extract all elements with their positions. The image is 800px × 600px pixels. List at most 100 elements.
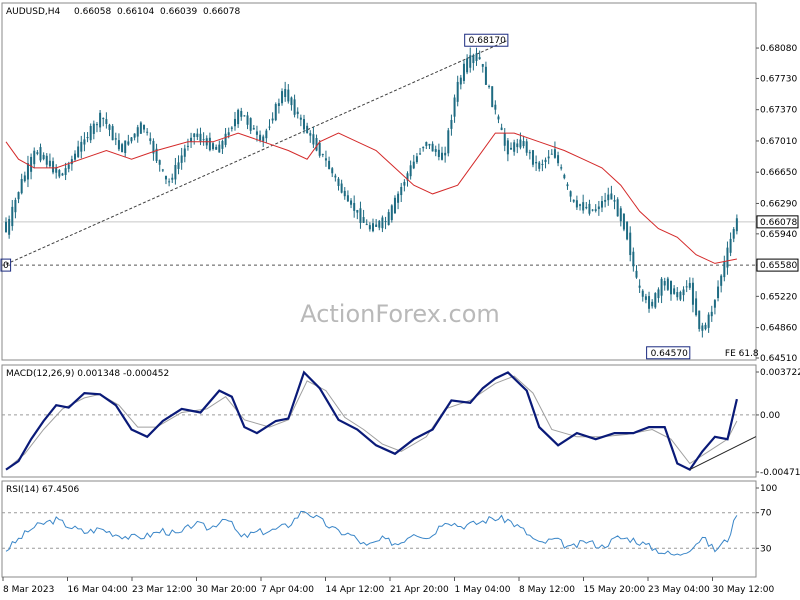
price-axis-tick-label: 0.67010 bbox=[760, 137, 797, 147]
candle-body bbox=[698, 310, 701, 329]
candle-body bbox=[328, 160, 331, 170]
candle-body bbox=[340, 183, 343, 193]
candle-body bbox=[331, 168, 334, 174]
ohlc-low: 0.66039 bbox=[160, 7, 197, 17]
candle-body bbox=[669, 281, 672, 295]
price-axis-tick-label: 0.67370 bbox=[760, 106, 797, 116]
candle-body bbox=[149, 138, 152, 141]
candle-body bbox=[343, 190, 346, 197]
candle-body bbox=[497, 116, 500, 120]
candle-body bbox=[629, 232, 632, 256]
candle-body bbox=[356, 209, 359, 213]
candle-body bbox=[243, 115, 246, 117]
candle-body bbox=[588, 203, 591, 214]
candle-body bbox=[575, 200, 578, 208]
macd-trendline bbox=[689, 436, 757, 471]
candle-body bbox=[324, 158, 327, 161]
candle-body bbox=[237, 109, 240, 125]
candle-body bbox=[525, 141, 528, 153]
candle-body bbox=[64, 168, 67, 175]
candle-body bbox=[193, 133, 196, 138]
candle-body bbox=[306, 125, 309, 134]
candle-body bbox=[271, 118, 274, 121]
candle-body bbox=[651, 301, 654, 307]
current-price-marker: 0.66078 bbox=[756, 215, 799, 229]
candle-body bbox=[14, 199, 17, 213]
candle-body bbox=[503, 133, 506, 146]
price-trendline bbox=[5, 39, 509, 265]
candle-body bbox=[218, 144, 221, 153]
candle-body bbox=[80, 141, 83, 152]
candle-body bbox=[83, 139, 86, 145]
price-annotation: 0.68170 bbox=[464, 33, 509, 47]
candle-body bbox=[252, 128, 255, 130]
candle-body bbox=[717, 286, 720, 299]
candle-body bbox=[299, 117, 302, 120]
candle-body bbox=[472, 55, 475, 64]
candle-body bbox=[393, 197, 396, 214]
candle-body bbox=[5, 221, 7, 233]
candle-body bbox=[287, 89, 290, 102]
candle-body bbox=[673, 288, 676, 294]
candle-body bbox=[720, 275, 723, 286]
candle-body bbox=[359, 208, 362, 223]
candle-body bbox=[45, 155, 48, 165]
candle-body bbox=[406, 173, 409, 181]
candle-body bbox=[174, 164, 177, 180]
candle-body bbox=[569, 191, 572, 197]
candle-body bbox=[572, 199, 575, 202]
candle-body bbox=[688, 283, 691, 288]
rsi-line bbox=[5, 510, 738, 556]
candle-body bbox=[566, 184, 569, 187]
candle-body bbox=[397, 193, 400, 203]
annotation-text: 0.68170 bbox=[469, 36, 506, 46]
candle-body bbox=[726, 247, 729, 268]
x-axis-tick-label: 1 May 04:00 bbox=[455, 585, 511, 595]
candle-body bbox=[541, 164, 544, 166]
candle-body bbox=[293, 99, 296, 115]
candle-body bbox=[105, 119, 108, 124]
candle-body bbox=[74, 153, 77, 160]
candle-body bbox=[437, 149, 440, 157]
candle-body bbox=[425, 142, 428, 146]
rsi-panel-frame bbox=[1, 480, 757, 578]
candle-body bbox=[318, 142, 321, 156]
price-annotation: 0 bbox=[0, 258, 12, 272]
candle-body bbox=[626, 222, 629, 240]
candle-body bbox=[102, 118, 105, 120]
candle-body bbox=[240, 110, 243, 117]
level-price-label: 0.65580 bbox=[760, 261, 797, 271]
candle-body bbox=[164, 175, 167, 180]
candle-body bbox=[513, 142, 516, 152]
candle-body bbox=[186, 145, 189, 147]
candle-body bbox=[422, 147, 425, 149]
candle-body bbox=[412, 161, 415, 169]
candle-body bbox=[180, 155, 183, 163]
price-axis-tick-label: 0.64510 bbox=[760, 354, 797, 364]
candle-body bbox=[553, 149, 556, 158]
candle-body bbox=[124, 140, 127, 153]
macd-signal-line bbox=[5, 375, 738, 470]
candle-body bbox=[274, 104, 277, 121]
candle-body bbox=[177, 162, 180, 169]
moving-average-line bbox=[5, 132, 737, 264]
candle-body bbox=[281, 91, 284, 104]
candle-body bbox=[544, 159, 547, 163]
candle-body bbox=[334, 175, 337, 178]
candle-body bbox=[255, 131, 258, 135]
candle-body bbox=[535, 161, 538, 164]
candle-body bbox=[196, 133, 199, 137]
candle-body bbox=[481, 64, 484, 67]
rsi-axis-tick-label: 100 bbox=[760, 484, 777, 494]
candle-body bbox=[221, 140, 224, 149]
candle-body bbox=[362, 217, 365, 223]
candle-body bbox=[594, 209, 597, 211]
candle-body bbox=[597, 206, 600, 210]
candle-body bbox=[447, 130, 450, 154]
candle-body bbox=[183, 148, 186, 157]
x-axis-tick-label: 23 Mar 12:00 bbox=[132, 585, 192, 595]
candle-body bbox=[735, 218, 738, 232]
rsi-axis-tick-label: 70 bbox=[760, 509, 772, 519]
candle-body bbox=[591, 209, 594, 211]
